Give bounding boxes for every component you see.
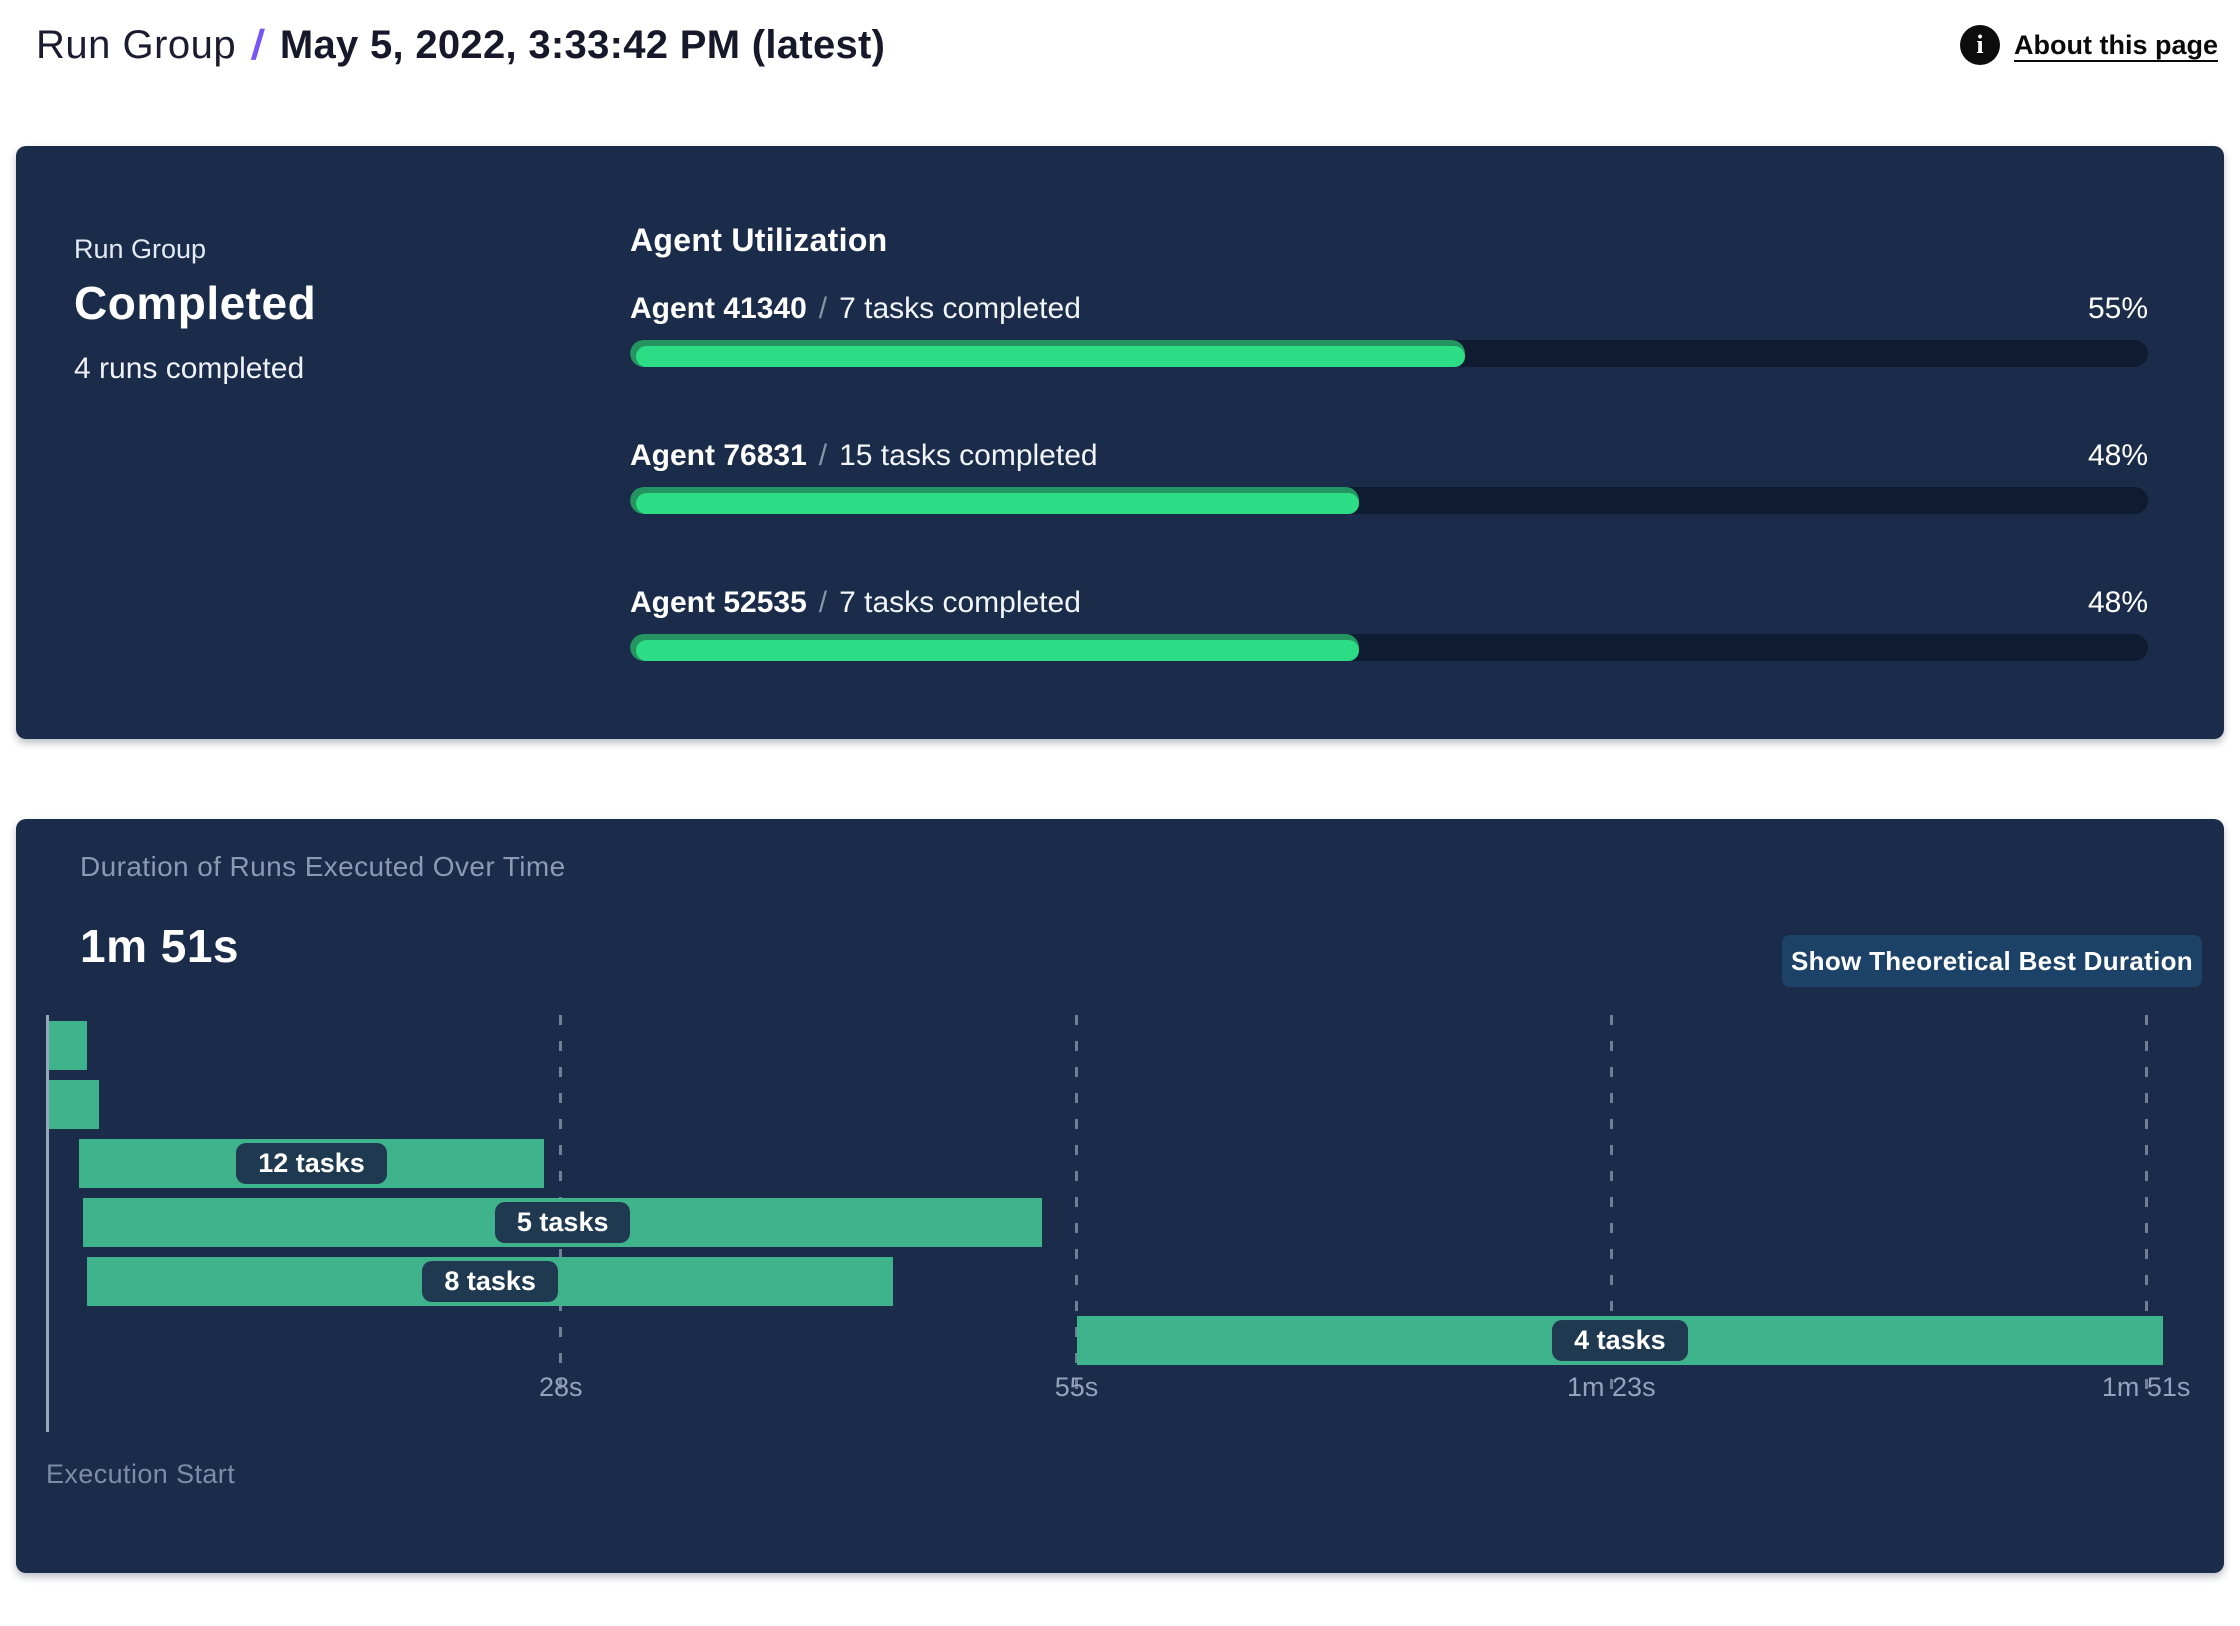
- task-count-badge: 12 tasks: [236, 1143, 387, 1184]
- agent-separator: /: [818, 292, 828, 325]
- task-count-badge: 5 tasks: [494, 1202, 631, 1243]
- utilization-progress-fill: [630, 487, 1359, 514]
- about-link[interactable]: About this page: [2014, 29, 2218, 60]
- page-title: May 5, 2022, 3:33:42 PM (latest): [279, 22, 886, 67]
- agent-utilization-row: Agent 41340 / 7 tasks completed 55%: [630, 292, 2148, 367]
- gantt-plot: Execution Start 28s 55s 1m 23s 1m 51s 12 tas…: [16, 819, 2224, 1573]
- utilization-progress-fill: [630, 340, 1465, 367]
- utilization-progress-fill: [630, 634, 1359, 661]
- runs-completed-summary: 4 runs completed: [74, 352, 305, 385]
- utilization-progressbar: [630, 487, 2148, 514]
- agent-utilization-pct: 48%: [2087, 586, 2148, 619]
- agent-name: Agent 76831: [630, 439, 807, 472]
- agent-utilization-pct: 48%: [2087, 439, 2148, 472]
- run-duration-bar[interactable]: 4 tasks: [1076, 1316, 2164, 1365]
- page-header: Run Group / May 5, 2022, 3:33:42 PM (lat…: [36, 10, 2218, 80]
- task-count-badge: 4 tasks: [1552, 1320, 1688, 1361]
- agent-utilization-row: Agent 52535 / 7 tasks completed 48%: [630, 586, 2148, 661]
- time-tick-label: 55s: [1054, 1372, 1099, 1402]
- run-group-label: Run Group: [74, 234, 207, 264]
- task-count-badge: 8 tasks: [422, 1261, 558, 1302]
- time-gridline: [2144, 1015, 2148, 1399]
- agent-tasks-completed: 15 tasks completed: [839, 439, 1098, 472]
- utilization-progressbar: [630, 634, 2148, 661]
- utilization-progress-fill-highlight: [636, 346, 1465, 367]
- show-theoretical-best-duration-button[interactable]: Show Theoretical Best Duration: [1782, 935, 2202, 987]
- run-duration-bar[interactable]: 5 tasks: [83, 1198, 1043, 1247]
- duration-chart-title: Duration of Runs Executed Over Time: [80, 851, 566, 882]
- time-gridline: [1075, 1015, 1078, 1399]
- agent-utilization-heading: Agent Utilization: [630, 222, 888, 258]
- agent-separator: /: [818, 439, 828, 472]
- agent-utilization-pct: 55%: [2087, 292, 2148, 325]
- total-duration-value: 1m 51s: [80, 920, 240, 972]
- about-this-page[interactable]: i About this page: [1960, 25, 2218, 65]
- agent-name: Agent 41340: [630, 292, 807, 325]
- agent-utilization-row: Agent 76831 / 15 tasks completed 48%: [630, 439, 2148, 514]
- info-icon[interactable]: i: [1960, 25, 2000, 65]
- run-duration-bar[interactable]: [48, 1080, 99, 1129]
- execution-start-axis-line: [46, 1015, 49, 1432]
- time-tick-label: 1m 51s: [2101, 1372, 2191, 1402]
- utilization-progress-fill-highlight: [636, 640, 1359, 661]
- breadcrumb-root[interactable]: Run Group: [36, 22, 237, 67]
- utilization-progressbar: [630, 340, 2148, 367]
- execution-start-label: Execution Start: [46, 1459, 236, 1489]
- time-tick-label: 28s: [539, 1372, 583, 1402]
- duration-panel: Duration of Runs Executed Over Time 1m 5…: [16, 819, 2224, 1573]
- agent-tasks-completed: 7 tasks completed: [839, 292, 1081, 325]
- agent-separator: /: [818, 586, 828, 619]
- run-duration-bar[interactable]: 12 tasks: [79, 1139, 544, 1188]
- run-duration-bar[interactable]: [48, 1021, 88, 1070]
- run-duration-bar[interactable]: 8 tasks: [87, 1257, 894, 1306]
- utilization-progress-fill-highlight: [636, 493, 1359, 514]
- time-gridline: [1609, 1015, 1613, 1399]
- agent-tasks-completed: 7 tasks completed: [839, 586, 1081, 619]
- breadcrumb-separator: /: [249, 21, 267, 68]
- time-tick-label: 1m 23s: [1567, 1372, 1656, 1402]
- run-group-status: Completed: [74, 277, 317, 329]
- run-group-panel: Run Group Completed 4 runs completed Age…: [16, 146, 2224, 739]
- agent-name: Agent 52535: [630, 586, 807, 619]
